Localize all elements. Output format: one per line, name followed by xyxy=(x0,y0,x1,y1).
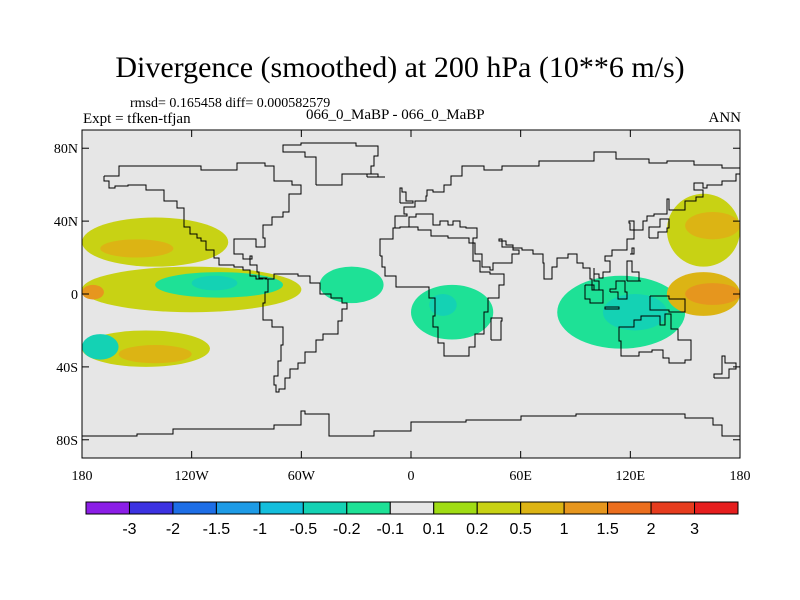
field-feature-11 xyxy=(429,294,457,316)
field-feature-15 xyxy=(685,212,740,240)
lat-tick-label-3: 40S xyxy=(56,361,78,376)
colorbar-label-11: 1.5 xyxy=(596,521,618,538)
plot-title: Divergence (smoothed) at 200 hPa (10**6 … xyxy=(115,51,685,84)
colorbar-label-13: 3 xyxy=(690,521,699,538)
colorbar-box-13 xyxy=(650,501,696,515)
coastline-segment-8 xyxy=(604,306,620,310)
colorbar-box-3 xyxy=(215,501,261,515)
field-feature-17 xyxy=(685,283,740,305)
colorbar-label-7: 0.1 xyxy=(423,521,445,538)
case-difference-label: 066_0_MaBP - 066_0_MaBP xyxy=(306,107,485,123)
colorbar-box-11 xyxy=(563,501,609,515)
field-feature-6 xyxy=(82,334,119,360)
colorbar-label-1: -2 xyxy=(166,521,180,538)
field-feature-13 xyxy=(602,294,667,331)
coastline-segment-12 xyxy=(399,187,414,204)
axis-ticks: 80N 40N 0 40S 80S 180 120W 60W 0 60E 120E 180 xyxy=(54,130,751,484)
coastline-segment-5 xyxy=(282,142,379,186)
rmsd-diff-stats: rmsd= 0.165458 diff= 0.000582579 xyxy=(130,96,331,111)
coastline-segment-4 xyxy=(618,313,692,364)
coastline-segment-2 xyxy=(379,226,505,357)
divergence-field xyxy=(82,193,740,367)
colorbar-label-4: -0.5 xyxy=(290,521,318,538)
colorbar-box-2 xyxy=(172,501,217,515)
lon-tick-label-3: 0 xyxy=(408,469,415,484)
colorbar-label-12: 2 xyxy=(647,521,656,538)
colorbar-box-5 xyxy=(302,501,348,515)
field-feature-5 xyxy=(118,345,192,364)
colorbar-box-12 xyxy=(607,501,652,515)
coastline-segment-0 xyxy=(103,162,302,280)
coastline-segment-16 xyxy=(630,247,635,255)
colorbar-label-5: -0.2 xyxy=(333,521,361,538)
colorbar-label-3: -1 xyxy=(253,521,267,538)
field-feature-8 xyxy=(191,275,238,291)
coastline-segment-13 xyxy=(648,218,670,239)
colorbar-box-6 xyxy=(346,501,391,515)
colorbar-box-0 xyxy=(85,501,130,515)
colorbar-label-8: 0.2 xyxy=(466,521,488,538)
coastline-segment-1 xyxy=(262,273,348,393)
coastline-segment-7 xyxy=(584,284,604,304)
experiment-label: Expt = tfken-tfjan xyxy=(83,111,191,127)
colorbar-box-1 xyxy=(128,501,174,515)
colorbar-label-0: -3 xyxy=(122,521,136,538)
colorbar-box-10 xyxy=(520,501,565,515)
coastline-segment-14 xyxy=(366,173,385,178)
colorbar-box-7 xyxy=(389,501,435,515)
colorbar-label-10: 1 xyxy=(560,521,569,538)
field-feature-9 xyxy=(319,266,384,304)
lon-tick-label-4: 60E xyxy=(509,469,532,484)
coastline-segment-9 xyxy=(609,280,628,300)
colorbar-label-2: -1.5 xyxy=(203,521,231,538)
lat-tick-label-4: 80S xyxy=(56,434,78,449)
colorbar-box-14 xyxy=(694,501,739,515)
field-feature-3 xyxy=(82,284,104,300)
lat-tick-label-0: 80N xyxy=(54,142,78,157)
lat-tick-label-2: 0 xyxy=(71,288,78,303)
coastline-segment-6 xyxy=(82,410,740,437)
colorbar-label-6: -0.1 xyxy=(376,521,404,538)
lon-tick-label-0: 180 xyxy=(72,469,93,484)
coastline-segment-10 xyxy=(649,295,686,313)
lat-tick-label-1: 40N xyxy=(54,215,78,230)
coastline-segment-3 xyxy=(393,151,740,291)
coastline-segment-15 xyxy=(713,355,737,379)
lon-tick-label-2: 60W xyxy=(288,469,316,484)
coastlines xyxy=(82,142,740,437)
field-feature-1 xyxy=(100,239,174,258)
season-label: ANN xyxy=(708,110,742,126)
lon-tick-label-1: 120W xyxy=(175,469,210,484)
coastline-segment-11 xyxy=(490,317,503,341)
lon-tick-label-5: 120E xyxy=(616,469,646,484)
colorbar-box-4 xyxy=(259,501,304,515)
colorbar-label-9: 0.5 xyxy=(510,521,532,538)
coastline-segment-17 xyxy=(626,260,641,282)
lon-tick-label-6: 180 xyxy=(730,469,751,484)
colorbar-box-8 xyxy=(433,501,478,515)
colorbar-box-9 xyxy=(476,501,522,515)
colorbar: -3 -2 -1.5 -1 -0.5 -0.2 -0.1 0.1 0.2 0.5 1 1.5 2 3 xyxy=(85,501,739,538)
